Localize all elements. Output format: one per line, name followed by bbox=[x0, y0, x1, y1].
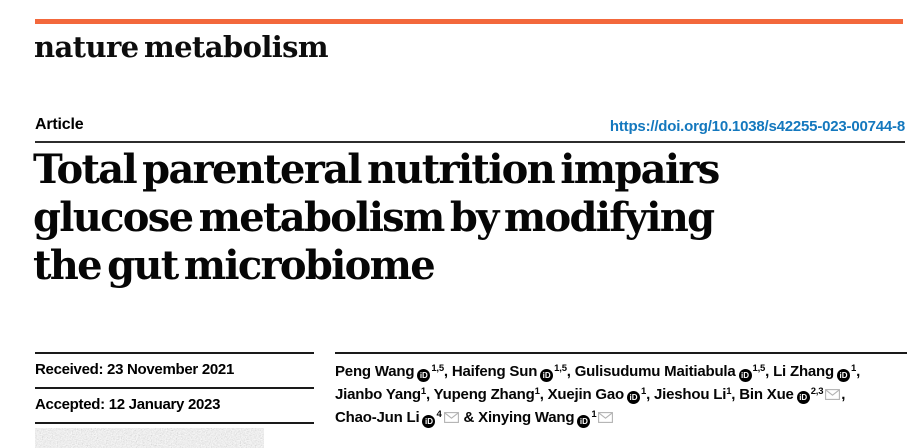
author-affiliation-superscript: 1 bbox=[640, 385, 647, 397]
article-title: Total parenteral nutrition impairs gluco… bbox=[33, 146, 793, 290]
email-icon[interactable] bbox=[443, 408, 459, 431]
article-type-label: Article bbox=[35, 116, 84, 133]
author-line: Chao-Jun Li iD4 & Xinying Wang iD1 bbox=[335, 407, 907, 431]
author-name: Peng Wang bbox=[335, 363, 415, 380]
author-line: Jianbo Yang1, Yupeng Zhang1, Xuejin Gao i… bbox=[335, 384, 907, 408]
orcid-icon[interactable]: iD bbox=[626, 391, 640, 404]
author-line: Peng Wang iD1,5, Haifeng Sun iD1,5, Gulisu… bbox=[335, 361, 907, 384]
orcid-icon[interactable]: iD bbox=[540, 368, 554, 382]
author-name: Haifeng Sun bbox=[451, 363, 538, 380]
author-name: Bin Xue bbox=[739, 385, 794, 403]
author-affiliation-superscript: 1 bbox=[726, 385, 732, 397]
orcid-icon[interactable]: iD bbox=[422, 414, 436, 428]
check-for-updates-texture bbox=[35, 428, 264, 448]
article-title-line: the gut microbiome bbox=[33, 242, 436, 289]
author-affiliation-superscript: 1,5 bbox=[752, 363, 766, 374]
article-title-line: Total parenteral nutrition impairs bbox=[33, 146, 720, 193]
author-affiliation-superscript: 1 bbox=[850, 363, 857, 374]
author-separator: & bbox=[459, 409, 479, 426]
orcid-icon[interactable]: iD bbox=[836, 368, 850, 382]
author-name: Jieshou Li bbox=[654, 385, 727, 403]
accepted-label: Accepted: bbox=[35, 396, 105, 413]
author-separator: , bbox=[856, 363, 861, 380]
author-separator: , bbox=[539, 385, 548, 403]
orcid-icon[interactable]: iD bbox=[796, 391, 810, 404]
author-separator: , bbox=[841, 385, 846, 403]
received-value: 23 November 2021 bbox=[107, 361, 234, 378]
author-affiliation-superscript: 1,5 bbox=[554, 363, 567, 374]
article-history: Received: 23 November 2021 Accepted: 12 … bbox=[35, 352, 314, 424]
doi-link[interactable]: https://doi.org/10.1038/s42255-023-00744… bbox=[609, 118, 905, 135]
article-title-line: glucose metabolism by modifying bbox=[33, 194, 715, 241]
accepted-value: 12 January 2023 bbox=[108, 396, 221, 413]
author-separator: , bbox=[646, 385, 655, 403]
author-affiliation-superscript: 2,3 bbox=[810, 385, 824, 397]
email-icon[interactable] bbox=[598, 408, 614, 431]
author-separator: , bbox=[566, 363, 575, 380]
accepted-date-row: Accepted: 12 January 2023 bbox=[35, 387, 314, 422]
history-bottom-rule bbox=[35, 422, 314, 424]
brand-accent-rule bbox=[35, 19, 903, 24]
author-name: Li Zhang bbox=[773, 363, 834, 380]
received-date-row: Received: 23 November 2021 bbox=[35, 352, 314, 387]
author-affiliation-superscript: 1 bbox=[534, 385, 540, 397]
author-list: Peng Wang iD1,5, Haifeng Sun iD1,5, Gulisu… bbox=[335, 352, 907, 431]
received-label: Received: bbox=[35, 361, 104, 378]
author-separator: , bbox=[731, 385, 740, 403]
email-icon[interactable] bbox=[825, 385, 841, 408]
author-separator: , bbox=[443, 363, 452, 380]
author-name: Xuejin Gao bbox=[547, 385, 625, 403]
author-name: Yupeng Zhang bbox=[433, 385, 535, 403]
journal-wordmark: nature metabolism bbox=[34, 30, 329, 64]
author-affiliation-superscript: 1 bbox=[591, 409, 597, 420]
author-affiliation-superscript: 1,5 bbox=[431, 363, 444, 374]
author-name: Jianbo Yang bbox=[335, 385, 421, 403]
orcid-icon[interactable]: iD bbox=[417, 368, 431, 382]
author-separator: , bbox=[425, 385, 434, 403]
author-affiliation-superscript: 1 bbox=[420, 385, 426, 397]
orcid-icon[interactable]: iD bbox=[577, 414, 591, 428]
author-name: Xinying Wang bbox=[478, 409, 575, 426]
author-name: Chao-Jun Li bbox=[335, 409, 420, 426]
author-affiliation-superscript: 4 bbox=[436, 409, 442, 420]
author-separator: , bbox=[765, 363, 774, 380]
orcid-icon[interactable]: iD bbox=[738, 368, 752, 382]
author-name: Gulisudumu Maitiabula bbox=[574, 363, 736, 380]
header-divider-rule bbox=[35, 141, 905, 143]
